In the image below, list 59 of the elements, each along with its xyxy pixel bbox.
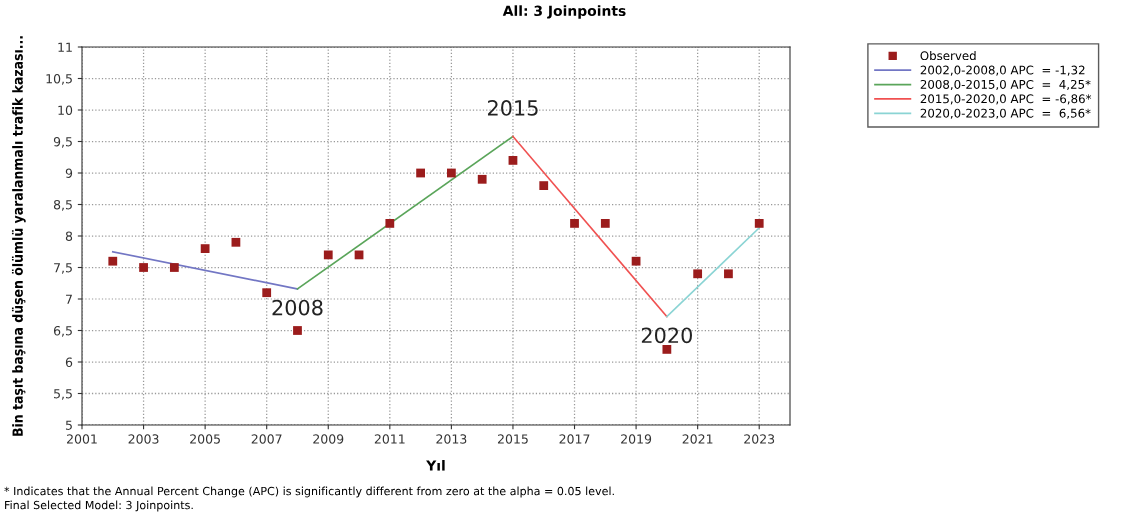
y-tick-label: 5 bbox=[65, 420, 72, 430]
y-tick-label: 9,5 bbox=[53, 136, 72, 148]
point bbox=[570, 219, 579, 228]
point bbox=[231, 237, 241, 247]
text: Final Selected Model: 3 Joinpoints. bbox=[5, 500, 193, 512]
y-tick-label: 9 bbox=[65, 168, 73, 178]
point bbox=[169, 263, 179, 272]
point bbox=[447, 168, 456, 178]
legend-label: 2020,0-2023,0 APC = 6,56* bbox=[920, 108, 1091, 119]
point bbox=[200, 244, 210, 253]
legend-label: 2015,0-2020,0 APC = -6,86* bbox=[920, 94, 1092, 105]
x-tick-label: 2019 bbox=[621, 434, 652, 444]
y-tick-label: 8 bbox=[65, 231, 73, 241]
point bbox=[477, 174, 487, 184]
annotation: 2008 bbox=[272, 299, 323, 316]
point bbox=[139, 263, 148, 272]
text: * Indicates that the Annual Percent Change (APC) is significantly different from zero at the alpha = 0.05 level. bbox=[4, 486, 614, 498]
point bbox=[262, 288, 272, 298]
legend-label: 2002,0-2008,0 APC = -1,32 bbox=[920, 65, 1085, 76]
point bbox=[539, 181, 549, 190]
x-tick-label: 2021 bbox=[682, 434, 713, 444]
y-tick-label: 10,5 bbox=[46, 73, 72, 85]
annotation: 2015 bbox=[487, 100, 538, 116]
point bbox=[293, 326, 302, 335]
y-tick-label: 10 bbox=[58, 105, 73, 115]
x-tick-label: 2005 bbox=[190, 434, 220, 444]
point bbox=[754, 219, 764, 228]
legend-label: Observed bbox=[920, 50, 976, 61]
point bbox=[724, 269, 733, 279]
point bbox=[416, 168, 425, 178]
x-axis-title: Yıl bbox=[426, 460, 445, 471]
x-tick-label: 2013 bbox=[436, 434, 467, 444]
point bbox=[693, 269, 703, 279]
chart-title: All: 3 Joinpoints bbox=[502, 5, 626, 19]
annotation: 2020 bbox=[641, 327, 692, 344]
x-tick-label: 2003 bbox=[128, 434, 159, 444]
point bbox=[631, 256, 641, 266]
y-tick-label: 7,5 bbox=[54, 263, 72, 274]
point bbox=[508, 156, 518, 165]
x-tick-label: 2007 bbox=[251, 434, 282, 444]
y-axis-title: Bin taşıt başına düşen ölümlü yaralanmalı trafik kazası... bbox=[11, 36, 26, 436]
point bbox=[600, 219, 610, 228]
y-tick-label: 6,5 bbox=[53, 325, 72, 337]
x-tick-label: 2009 bbox=[313, 434, 344, 444]
y-tick-label: 11 bbox=[58, 42, 72, 52]
y-tick-label: 6 bbox=[65, 357, 73, 367]
y-tick-label: 5,5 bbox=[54, 389, 72, 400]
legend-label: 2008,0-2015,0 APC = 4,25* bbox=[920, 79, 1091, 91]
x-tick-label: 2023 bbox=[744, 434, 775, 444]
y-tick-label: 8,5 bbox=[53, 199, 72, 211]
y-tick-label: 7 bbox=[66, 294, 72, 304]
point bbox=[323, 250, 333, 260]
point bbox=[385, 219, 395, 228]
x-tick-label: 2011 bbox=[374, 434, 405, 444]
x-tick-label: 2001 bbox=[67, 434, 97, 444]
point bbox=[662, 345, 672, 354]
x-tick-label: 2017 bbox=[559, 434, 590, 444]
x-tick-label: 2015 bbox=[497, 434, 528, 444]
point bbox=[108, 256, 118, 266]
